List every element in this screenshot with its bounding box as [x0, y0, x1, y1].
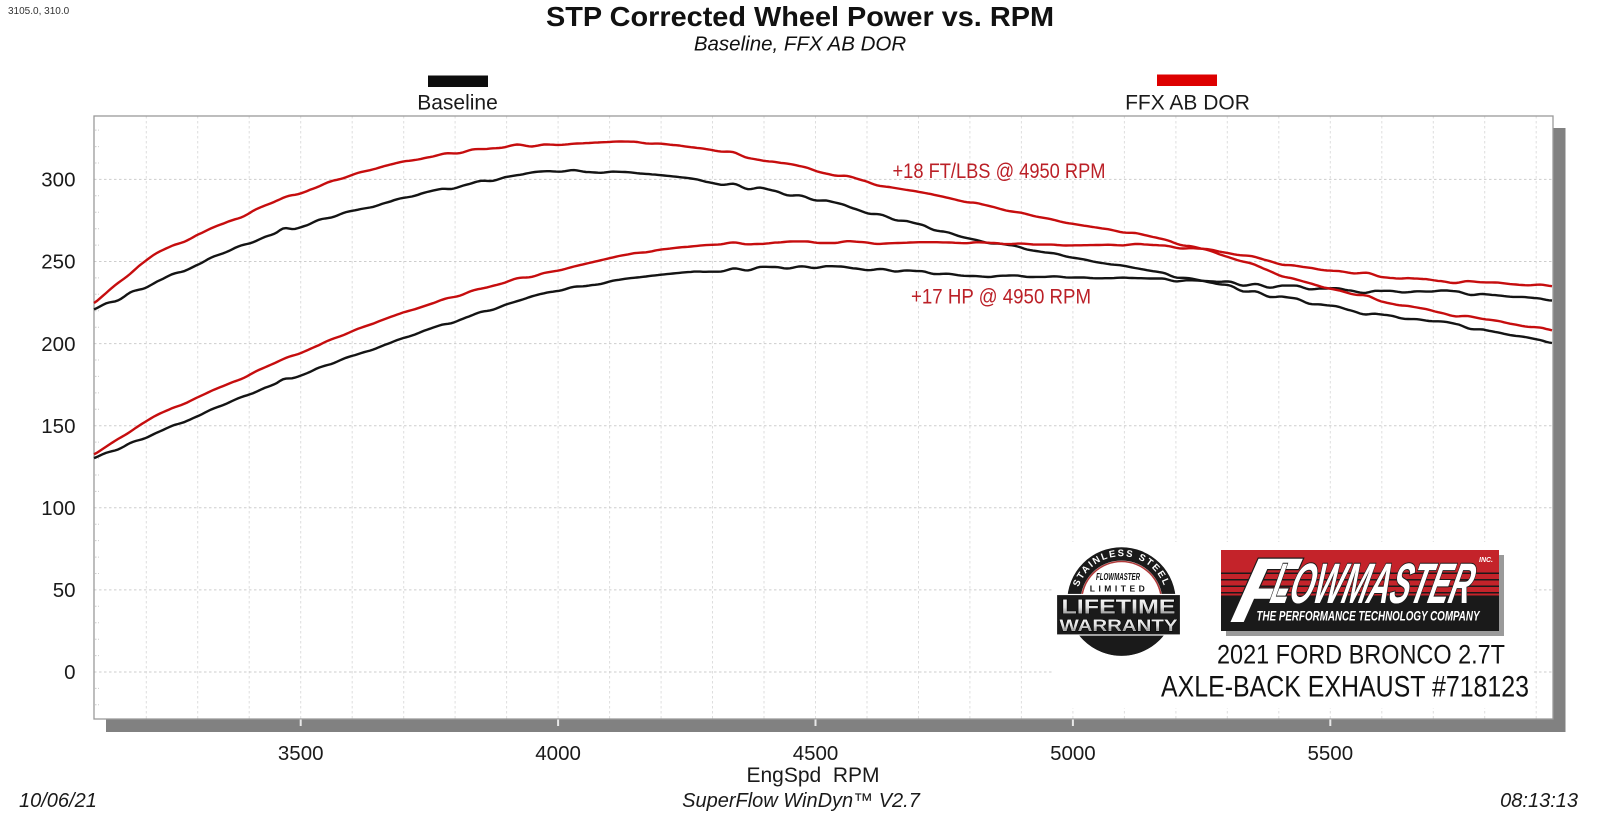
- svg-text:10/06/21: 10/06/21: [19, 790, 97, 812]
- svg-text:2021 FORD BRONCO 2.7T: 2021 FORD BRONCO 2.7T: [1217, 640, 1505, 670]
- svg-text:AXLE-BACK EXHAUST #718123: AXLE-BACK EXHAUST #718123: [1161, 671, 1529, 704]
- svg-text:STP Corrected Wheel Power vs.: STP Corrected Wheel Power vs. RPM: [546, 1, 1054, 32]
- svg-text:3105.0, 310.0: 3105.0, 310.0: [8, 6, 70, 17]
- svg-text:100: 100: [41, 497, 75, 520]
- svg-text:5000: 5000: [1050, 742, 1096, 765]
- svg-text:4000: 4000: [535, 742, 581, 765]
- svg-text:SuperFlow WinDyn™ V2.7: SuperFlow WinDyn™ V2.7: [682, 790, 921, 812]
- svg-text:200: 200: [41, 333, 75, 356]
- svg-text:WARRANTY: WARRANTY: [1060, 616, 1179, 635]
- svg-text:FLOWMASTER: FLOWMASTER: [1096, 572, 1140, 583]
- svg-text:0: 0: [64, 661, 75, 684]
- svg-text:LOWMASTER: LOWMASTER: [1265, 553, 1481, 616]
- svg-text:4500: 4500: [793, 742, 839, 765]
- svg-text:THE PERFORMANCE TECHNOLOGY COM: THE PERFORMANCE TECHNOLOGY COMPANY: [1257, 609, 1481, 624]
- svg-text:3500: 3500: [278, 742, 324, 765]
- svg-text:+18 FT/LBS @ 4950 RPM: +18 FT/LBS @ 4950 RPM: [893, 160, 1106, 183]
- svg-text:300: 300: [41, 169, 75, 192]
- svg-text:EngSpd RPM: EngSpd RPM: [746, 764, 879, 787]
- svg-text:LIMITED: LIMITED: [1090, 584, 1149, 594]
- svg-text:150: 150: [41, 415, 75, 438]
- svg-text:250: 250: [41, 251, 75, 274]
- svg-text:08:13:13: 08:13:13: [1500, 790, 1578, 812]
- svg-text:5500: 5500: [1307, 742, 1353, 765]
- svg-text:Baseline, FFX AB DOR: Baseline, FFX AB DOR: [694, 33, 906, 56]
- svg-text:50: 50: [53, 579, 76, 602]
- svg-text:LIFETIME: LIFETIME: [1062, 597, 1176, 619]
- svg-text:+17 HP @ 4950 RPM: +17 HP @ 4950 RPM: [911, 286, 1091, 309]
- svg-text:Baseline: Baseline: [417, 92, 498, 115]
- svg-text:INC.: INC.: [1479, 557, 1493, 564]
- svg-text:FFX AB DOR: FFX AB DOR: [1125, 92, 1250, 115]
